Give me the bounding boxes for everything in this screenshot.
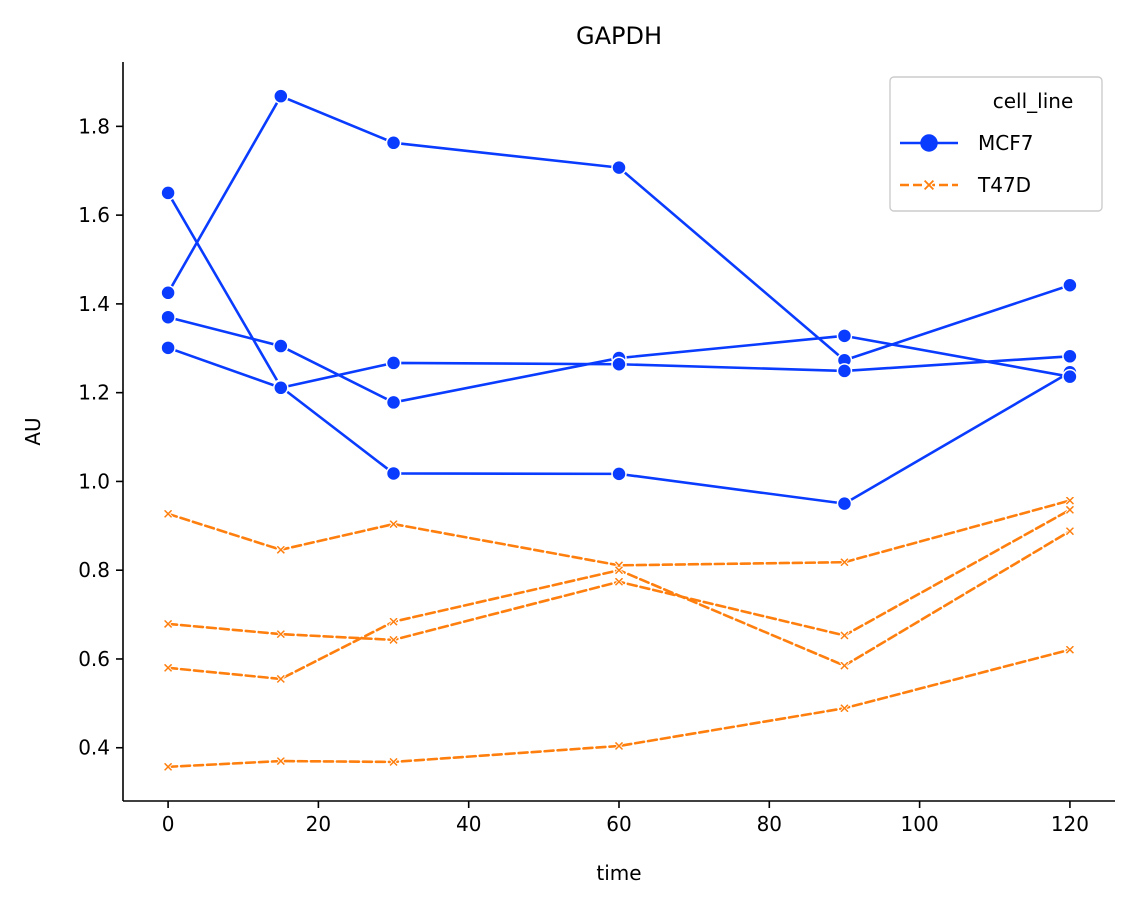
data-point-mcf7	[160, 185, 176, 201]
legend-entry-t47d: T47D	[900, 173, 1031, 197]
data-point-mcf7	[1062, 348, 1078, 365]
x-tick-label: 120	[1051, 812, 1089, 836]
data-point-t47d	[839, 703, 850, 714]
series-line-mcf7	[166, 315, 1072, 404]
series-mcf7-3	[160, 340, 1078, 396]
y-tick-label: 1.0	[78, 469, 110, 493]
data-point-t47d	[275, 544, 286, 555]
legend-marker-symbol	[920, 134, 938, 152]
y-tick-label: 1.6	[78, 203, 110, 227]
data-point-t47d	[1064, 644, 1076, 655]
data-point-mcf7	[160, 340, 176, 356]
data-point-t47d	[1064, 495, 1076, 506]
series-t47d-4	[162, 495, 1076, 571]
legend-marker-t47d	[922, 178, 936, 192]
data-point-mcf7	[385, 394, 402, 411]
x-ticks: 0 20 40 60 80 100 120	[162, 801, 1089, 836]
x-tick-label: 60	[606, 812, 631, 836]
data-point-t47d	[388, 616, 399, 627]
y-tick-label: 1.2	[78, 381, 110, 405]
y-tick-label: 1.8	[78, 114, 110, 138]
legend-marker-symbol	[922, 178, 936, 192]
data-point-t47d	[162, 618, 174, 630]
data-point-t47d	[162, 662, 174, 674]
data-point-mcf7	[385, 355, 402, 371]
series-mcf7-1	[160, 185, 1078, 512]
data-point-t47d	[839, 557, 850, 568]
data-point-t47d	[275, 673, 286, 685]
data-point-t47d	[1064, 525, 1076, 537]
data-point-mcf7	[273, 338, 289, 354]
data-point-t47d	[275, 628, 286, 640]
series-line-t47d	[166, 508, 1072, 642]
series-line-mcf7	[166, 346, 1072, 390]
data-point-mcf7	[1062, 277, 1078, 294]
data-point-t47d	[388, 518, 399, 530]
data-point-t47d	[162, 761, 174, 772]
series-t47d-5	[162, 504, 1076, 646]
legend-label-t47d: T47D	[977, 173, 1031, 197]
legend-label-mcf7: MCF7	[978, 131, 1033, 155]
legend-title: cell_line	[993, 89, 1074, 113]
data-point-mcf7	[1062, 368, 1078, 385]
data-point-t47d	[839, 660, 850, 671]
data-point-t47d	[388, 634, 399, 646]
legend-box	[889, 76, 1103, 212]
data-point-t47d	[162, 508, 174, 519]
data-point-t47d	[613, 740, 625, 752]
series-line-t47d	[166, 529, 1072, 681]
legend: cell_line MCF7 T47D	[889, 76, 1103, 212]
series-mcf7-0	[160, 88, 1078, 369]
data-point-t47d	[275, 755, 286, 767]
x-tick-label: 0	[162, 812, 175, 836]
data-point-t47d	[1064, 504, 1076, 516]
data-point-mcf7	[836, 328, 853, 344]
series-line-t47d	[166, 499, 1072, 567]
data-point-mcf7	[273, 380, 289, 396]
y-tick-label: 1.4	[78, 292, 110, 316]
x-tick-label: 20	[306, 812, 331, 836]
x-axis-label: time	[596, 861, 641, 885]
legend-entry-mcf7: MCF7	[900, 131, 1033, 155]
series-line-mcf7	[166, 191, 1072, 505]
series-layer	[160, 88, 1078, 772]
y-tick-label: 0.8	[78, 558, 110, 582]
data-point-mcf7	[836, 495, 853, 512]
data-point-mcf7	[160, 285, 176, 301]
series-line-t47d	[166, 648, 1072, 769]
data-point-mcf7	[611, 159, 627, 176]
data-point-t47d	[388, 756, 399, 768]
y-tick-label: 0.4	[78, 736, 110, 760]
data-point-mcf7	[160, 309, 176, 325]
data-point-mcf7	[385, 465, 402, 482]
x-tick-label: 40	[456, 812, 481, 836]
data-point-t47d	[613, 576, 625, 587]
series-line-mcf7	[166, 94, 1072, 362]
y-axis-label: AU	[21, 417, 45, 445]
data-point-t47d	[839, 630, 850, 641]
data-point-mcf7	[385, 135, 402, 151]
data-point-mcf7	[611, 466, 627, 482]
data-point-mcf7	[836, 363, 853, 379]
y-ticks: 0.4 0.6 0.8 1.0 1.2 1.4 1.6 1.8	[78, 114, 123, 760]
data-point-mcf7	[611, 356, 627, 373]
x-tick-label: 80	[757, 812, 782, 836]
legend-marker-mcf7	[920, 134, 938, 152]
chart-title: GAPDH	[576, 22, 662, 50]
series-t47d-7	[162, 644, 1076, 772]
data-point-t47d	[613, 565, 625, 576]
x-tick-label: 100	[901, 812, 939, 836]
data-point-mcf7	[273, 88, 289, 104]
series-t47d-6	[162, 525, 1076, 685]
y-tick-label: 0.6	[78, 647, 110, 671]
